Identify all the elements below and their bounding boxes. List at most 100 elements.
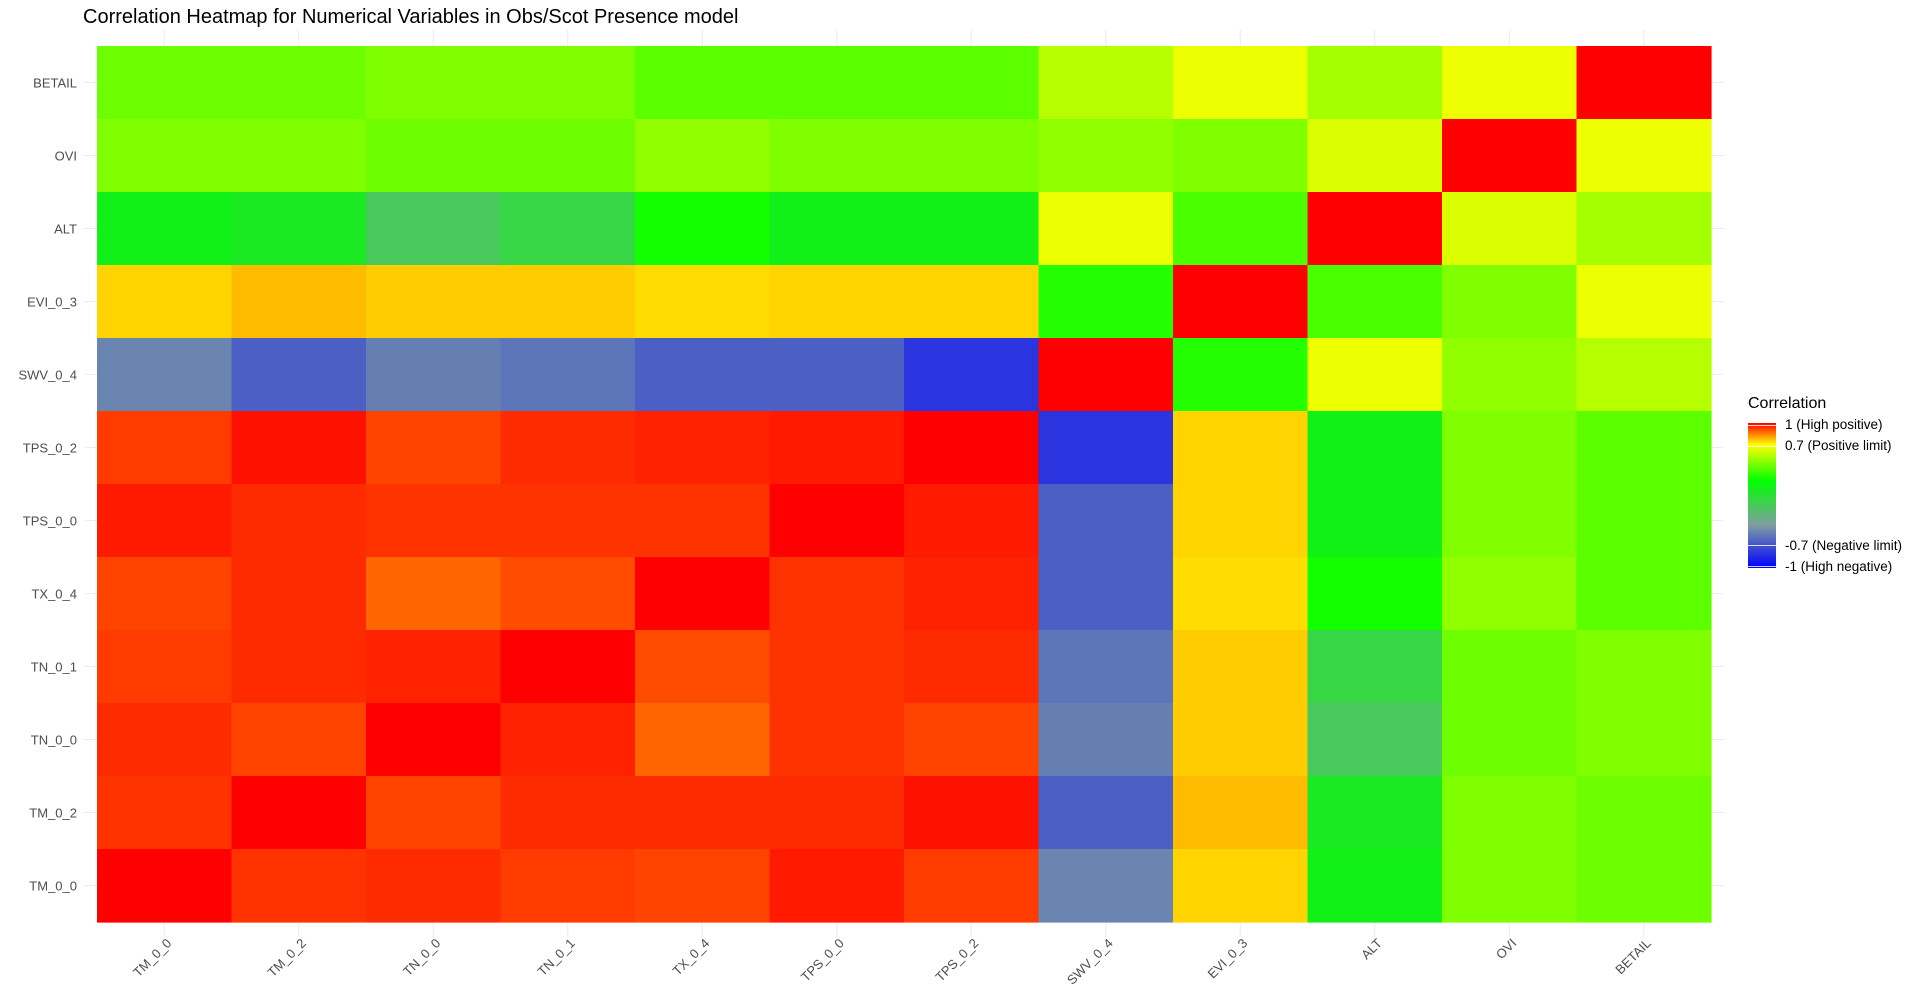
heatmap-cell — [769, 484, 905, 558]
heatmap-cell — [1576, 119, 1712, 193]
y-tick-label: OVI — [55, 149, 77, 164]
heatmap-cell — [1038, 192, 1174, 266]
heatmap-cell — [500, 776, 636, 850]
heatmap-cell — [904, 703, 1040, 777]
heatmap-cell — [1576, 411, 1712, 485]
heatmap-cell — [904, 484, 1040, 558]
heatmap-cell — [769, 630, 905, 704]
heatmap-cell — [500, 338, 636, 412]
heatmap-cell — [366, 46, 502, 120]
x-tick-label: TX_0_4 — [670, 936, 713, 979]
heatmap-cell — [1442, 338, 1578, 412]
heatmap-cell — [500, 192, 636, 266]
x-tick-label: TPS_0_0 — [798, 936, 847, 985]
heatmap-cell — [769, 119, 905, 193]
heatmap-cell — [366, 411, 502, 485]
y-tick-label: SWV_0_4 — [18, 368, 77, 383]
heatmap-cell — [1173, 557, 1309, 631]
heatmap-cell — [231, 338, 367, 412]
heatmap-cell — [1442, 192, 1578, 266]
heatmap-cell — [1442, 557, 1578, 631]
heatmap-cell — [1576, 776, 1712, 850]
heatmap-cell — [904, 557, 1040, 631]
heatmap-cell — [1038, 265, 1174, 339]
heatmap-cell — [366, 557, 502, 631]
y-tick-label: TPS_0_0 — [23, 514, 77, 529]
heatmap-cell — [1576, 703, 1712, 777]
heatmap-cell — [769, 338, 905, 412]
x-tick-label: ALT — [1358, 935, 1385, 962]
heatmap-cell — [769, 265, 905, 339]
heatmap-cell — [500, 46, 636, 120]
heatmap-cell — [97, 192, 233, 266]
heatmap-cell — [1038, 119, 1174, 193]
heatmap-cell — [1038, 557, 1174, 631]
heatmap-cell — [1307, 484, 1443, 558]
heatmap-cell — [366, 338, 502, 412]
x-tick-label: TN_0_0 — [400, 936, 443, 979]
heatmap-cell — [231, 46, 367, 120]
heatmap-cell — [904, 265, 1040, 339]
heatmap-cell — [1576, 46, 1712, 120]
x-tick-label: TM_0_0 — [130, 936, 174, 980]
heatmap-cell — [1173, 849, 1309, 923]
heatmap: BETAIL OVI ALT EVI_0_3 SWV_0_4 TPS_0_2 TPS_0_0… — [18, 30, 1723, 988]
heatmap-cell — [1038, 776, 1174, 850]
heatmap-cell — [1173, 703, 1309, 777]
heatmap-cell — [635, 192, 771, 266]
heatmap-cell — [635, 338, 771, 412]
heatmap-cell — [1307, 192, 1443, 266]
heatmap-cell — [97, 119, 233, 193]
heatmap-cell — [366, 849, 502, 923]
heatmap-cell — [500, 703, 636, 777]
y-tick-label: BETAIL — [33, 76, 77, 91]
heatmap-cell — [231, 776, 367, 850]
legend-colorbar — [1748, 423, 1776, 568]
heatmap-cell — [1442, 265, 1578, 339]
heatmap-cell — [97, 265, 233, 339]
heatmap-cell — [500, 849, 636, 923]
x-tick-label: BETAIL — [1612, 936, 1654, 978]
heatmap-cell — [635, 630, 771, 704]
heatmap-cell — [904, 119, 1040, 193]
x-tick-label: EVI_0_3 — [1204, 936, 1250, 982]
heatmap-cell — [1576, 338, 1712, 412]
heatmap-cell — [1173, 411, 1309, 485]
heatmap-cell — [1173, 484, 1309, 558]
heatmap-cell — [769, 192, 905, 266]
legend-title: Correlation — [1748, 395, 1827, 412]
heatmap-cell — [635, 46, 771, 120]
heatmap-cell — [1307, 630, 1443, 704]
heatmap-cell — [635, 703, 771, 777]
heatmap-cell — [635, 849, 771, 923]
y-axis-ticks: BETAIL OVI ALT EVI_0_3 SWV_0_4 TPS_0_2 TPS_0_0… — [18, 76, 77, 894]
heatmap-cell — [1442, 484, 1578, 558]
heatmap-cell — [1576, 849, 1712, 923]
heatmap-cell — [635, 411, 771, 485]
heatmap-cell — [231, 630, 367, 704]
heatmap-cell — [97, 411, 233, 485]
heatmap-cell — [769, 849, 905, 923]
heatmap-cell — [1038, 46, 1174, 120]
heatmap-cell — [1038, 849, 1174, 923]
x-tick-label: OVI — [1493, 936, 1519, 962]
legend-label-high-positive: 1 (High positive) — [1785, 417, 1883, 432]
heatmap-cell — [904, 46, 1040, 120]
legend-label-high-negative: -1 (High negative) — [1785, 559, 1893, 574]
heatmap-cell — [366, 119, 502, 193]
heatmap-cell — [904, 776, 1040, 850]
heatmap-cell — [769, 557, 905, 631]
heatmap-cell — [1307, 849, 1443, 923]
y-tick-label: TPS_0_2 — [23, 441, 77, 456]
heatmap-cell — [1442, 411, 1578, 485]
heatmap-cell — [635, 484, 771, 558]
heatmap-cell — [1442, 630, 1578, 704]
heatmap-cell — [1307, 703, 1443, 777]
heatmap-cell — [635, 776, 771, 850]
heatmap-cell — [1576, 630, 1712, 704]
y-tick-label: TM_0_0 — [29, 879, 77, 894]
heatmap-cell — [1442, 119, 1578, 193]
heatmap-cell — [1442, 776, 1578, 850]
heatmap-cell — [366, 265, 502, 339]
heatmap-cell — [904, 849, 1040, 923]
